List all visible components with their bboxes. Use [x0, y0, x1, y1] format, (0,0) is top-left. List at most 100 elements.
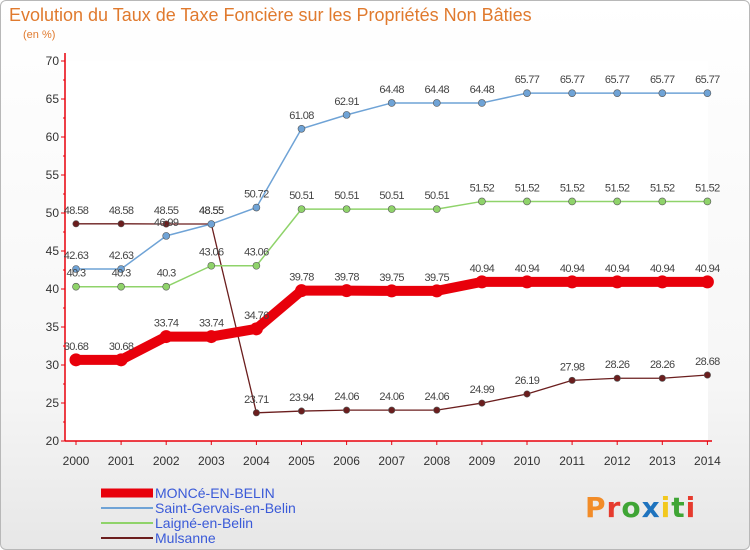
data-point-mulsanne [297, 407, 305, 415]
data-label-monc-en-belin: 40.94 [560, 263, 585, 275]
data-label-mulsanne: 24.06 [379, 391, 404, 403]
logo-letter: i [685, 491, 697, 524]
data-label-mulsanne: 48.58 [109, 205, 134, 217]
data-point-laign-en-belin [613, 197, 622, 206]
data-point-mulsanne [568, 376, 576, 384]
data-label-saint-gervais-en-belin: 42.63 [109, 250, 134, 262]
data-label-monc-en-belin: 30.68 [64, 341, 89, 353]
legend-label-monc-en-belin: MONCé-EN-BELIN [155, 485, 275, 501]
data-point-mulsanne [433, 406, 441, 414]
data-point-monc-en-belin [475, 275, 489, 289]
data-point-saint-gervais-en-belin [387, 99, 396, 107]
data-label-monc-en-belin: 30.68 [109, 341, 134, 353]
y-tick-label: 60 [46, 130, 60, 144]
x-tick-label: 2002 [153, 454, 180, 468]
x-tick-label: 2009 [469, 454, 496, 468]
legend-label-saint-gervais-en-belin: Saint-Gervais-en-Belin [155, 500, 296, 516]
data-label-mulsanne: 26.19 [515, 375, 540, 387]
logo-letter: x [641, 491, 661, 524]
data-point-monc-en-belin [655, 275, 669, 289]
data-label-monc-en-belin: 39.78 [334, 272, 359, 284]
y-tick-label: 35 [46, 320, 60, 334]
data-label-saint-gervais-en-belin: 65.77 [560, 74, 585, 86]
data-point-monc-en-belin [69, 353, 83, 367]
legend-label-laign-en-belin: Laigné-en-Belin [155, 515, 253, 531]
x-tick-label: 2004 [243, 454, 270, 468]
data-point-mulsanne [162, 220, 170, 228]
data-point-saint-gervais-en-belin [658, 89, 667, 97]
data-label-laign-en-belin: 50.51 [425, 190, 450, 202]
data-point-monc-en-belin [565, 275, 579, 289]
data-label-saint-gervais-en-belin: 64.48 [425, 84, 450, 96]
data-label-monc-en-belin: 39.75 [379, 272, 404, 284]
data-label-laign-en-belin: 40.3 [66, 268, 85, 280]
data-label-laign-en-belin: 50.51 [289, 190, 314, 202]
data-point-laign-en-belin [162, 282, 170, 291]
logo-letter: o [621, 491, 642, 524]
data-point-mulsanne [703, 371, 711, 379]
data-label-monc-en-belin: 40.94 [605, 263, 630, 275]
data-label-mulsanne: 48.55 [199, 205, 224, 217]
data-point-saint-gervais-en-belin [117, 265, 125, 273]
data-point-mulsanne [252, 409, 260, 417]
data-point-monc-en-belin [159, 330, 173, 344]
data-label-laign-en-belin: 51.52 [515, 182, 540, 194]
data-label-monc-en-belin: 40.94 [650, 263, 675, 275]
data-point-laign-en-belin [478, 197, 486, 206]
chart-unit-label: (en %) [23, 29, 56, 41]
data-point-mulsanne [478, 399, 486, 407]
data-point-laign-en-belin [252, 261, 261, 270]
x-tick-label: 2005 [288, 454, 315, 468]
logo-letter: r [606, 491, 622, 524]
data-label-mulsanne: 23.94 [289, 392, 314, 404]
data-point-monc-en-belin [249, 322, 263, 336]
data-label-laign-en-belin: 40.3 [157, 268, 176, 280]
y-tick-label: 45 [46, 244, 60, 258]
data-label-saint-gervais-en-belin: 64.48 [379, 84, 404, 96]
x-tick-label: 2011 [559, 454, 585, 468]
data-point-mulsanne [523, 390, 531, 398]
data-label-mulsanne: 23.71 [244, 394, 269, 406]
data-label-laign-en-belin: 51.52 [650, 182, 675, 194]
data-point-saint-gervais-en-belin [703, 89, 712, 97]
data-label-monc-en-belin: 39.78 [289, 272, 314, 284]
x-tick-label: 2014 [694, 454, 721, 468]
x-tick-label: 2000 [63, 454, 90, 468]
data-point-laign-en-belin [658, 197, 667, 206]
data-point-saint-gervais-en-belin [72, 265, 80, 273]
data-point-saint-gervais-en-belin [342, 111, 351, 119]
data-label-mulsanne: 24.06 [334, 391, 359, 403]
data-label-saint-gervais-en-belin: 64.48 [470, 84, 495, 96]
data-point-laign-en-belin [117, 282, 125, 291]
x-tick-label: 2013 [649, 454, 676, 468]
data-point-saint-gervais-en-belin [252, 203, 261, 212]
data-label-mulsanne: 27.98 [560, 361, 585, 373]
data-point-laign-en-belin [703, 197, 712, 206]
data-point-mulsanne [72, 220, 80, 228]
data-label-mulsanne: 48.55 [154, 205, 179, 217]
x-tick-label: 2006 [333, 454, 360, 468]
data-point-saint-gervais-en-belin [297, 124, 306, 133]
data-label-laign-en-belin: 43.06 [199, 247, 224, 259]
data-point-laign-en-belin [523, 197, 531, 206]
data-point-monc-en-belin [114, 353, 128, 367]
data-label-monc-en-belin: 40.94 [695, 263, 720, 275]
data-point-saint-gervais-en-belin [162, 232, 170, 240]
y-tick-label: 25 [46, 396, 60, 410]
data-label-laign-en-belin: 51.52 [695, 182, 720, 194]
data-point-saint-gervais-en-belin [432, 99, 441, 107]
data-label-saint-gervais-en-belin: 65.77 [650, 74, 675, 86]
y-tick-label: 55 [46, 168, 60, 182]
data-label-saint-gervais-en-belin: 61.08 [289, 110, 314, 122]
plot-area [65, 61, 708, 441]
data-point-monc-en-belin [610, 275, 624, 289]
data-label-mulsanne: 24.06 [425, 391, 450, 403]
data-label-saint-gervais-en-belin: 46.99 [154, 217, 179, 229]
x-tick-label: 2010 [514, 454, 541, 468]
data-label-monc-en-belin: 33.74 [199, 318, 224, 330]
data-label-laign-en-belin: 51.52 [560, 182, 585, 194]
data-point-monc-en-belin [520, 275, 534, 289]
y-tick-label: 70 [46, 54, 60, 68]
